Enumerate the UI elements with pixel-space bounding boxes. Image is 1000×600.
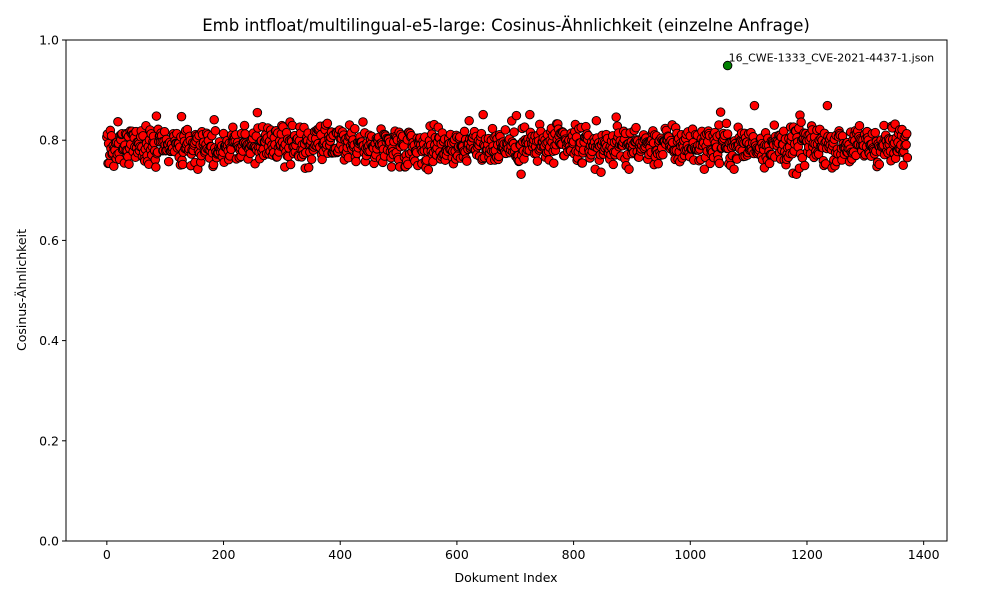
x-tick-label: 1400 (908, 547, 940, 562)
data-point (549, 158, 559, 168)
data-point (478, 109, 488, 120)
data-point (358, 117, 368, 127)
data-point (306, 154, 317, 164)
data-point (624, 164, 634, 175)
y-tick-label: 0.6 (39, 233, 59, 248)
data-point (721, 118, 732, 129)
data-point (516, 169, 526, 180)
data-point (464, 116, 474, 126)
x-tick-label: 600 (445, 547, 469, 562)
y-axis: 0.0 0.2 0.4 0.6 0.8 1.0 (39, 33, 66, 549)
data-point (611, 112, 621, 122)
data-point (176, 111, 187, 122)
y-tick-label: 1.0 (39, 33, 59, 48)
data-point (901, 128, 912, 139)
y-tick-label: 0.8 (39, 133, 59, 148)
data-point (525, 109, 535, 120)
data-point (532, 156, 543, 166)
x-tick-label: 800 (562, 547, 586, 562)
data-point (113, 117, 123, 127)
data-point (151, 111, 162, 121)
data-point (822, 100, 833, 111)
data-point (577, 158, 588, 168)
data-point (714, 158, 725, 169)
data-point (631, 122, 641, 133)
data-point (591, 115, 602, 126)
point-annotation: 16_CWE-1333_CVE-2021-4437-1.json (729, 52, 935, 65)
data-point (749, 100, 760, 111)
data-point (870, 127, 880, 138)
data-point (462, 156, 472, 166)
data-point (854, 120, 865, 131)
y-tick-label: 0.0 (39, 534, 59, 549)
y-axis-label: Cosinus-Ähnlichkeit (14, 229, 29, 351)
data-point (159, 126, 170, 137)
data-point (459, 126, 470, 137)
plot-area: 16_CWE-1333_CVE-2021-4437-1.json (102, 52, 935, 180)
data-point (874, 159, 885, 170)
data-point (209, 115, 219, 125)
data-point (729, 164, 739, 175)
data-point (350, 123, 360, 134)
data-point (163, 156, 174, 167)
data-point (799, 160, 810, 171)
data-point (500, 125, 511, 135)
x-tick-label: 1200 (791, 547, 823, 562)
x-axis-label: Dokument Index (454, 570, 557, 585)
data-point (715, 107, 726, 117)
data-point (898, 160, 908, 171)
data-point (653, 159, 663, 169)
data-point (722, 129, 733, 139)
data-point (901, 140, 911, 150)
data-point (902, 152, 913, 163)
y-tick-label: 0.4 (39, 333, 59, 348)
x-tick-label: 1000 (674, 547, 706, 562)
x-tick-label: 200 (212, 547, 236, 562)
data-point (151, 162, 161, 172)
data-point (796, 117, 806, 127)
data-point (109, 161, 119, 171)
data-point (285, 159, 296, 170)
data-point (124, 159, 134, 169)
data-point (699, 164, 710, 175)
data-point (303, 162, 314, 173)
data-point (177, 159, 188, 170)
x-axis: 0 200 400 600 800 1000 1200 1400 (103, 541, 940, 562)
data-point (769, 120, 780, 130)
data-point (287, 120, 298, 131)
data-point (608, 159, 619, 170)
data-point (210, 126, 221, 136)
x-tick-label: 0 (103, 547, 111, 562)
data-point (509, 127, 519, 137)
data-point (351, 156, 361, 167)
highlight-point (722, 60, 733, 71)
data-point (511, 110, 522, 121)
data-point (239, 120, 250, 131)
data-point (596, 167, 606, 178)
y-tick-label: 0.2 (39, 433, 59, 448)
data-point (423, 165, 434, 175)
data-point (386, 162, 397, 172)
data-point (519, 122, 530, 132)
chart-title: Emb intfloat/multilingual-e5-large: Cosi… (202, 16, 810, 35)
data-point (252, 107, 263, 118)
plot-frame (65, 39, 948, 542)
x-tick-label: 400 (328, 547, 352, 562)
data-point (714, 120, 724, 130)
data-point (658, 149, 668, 160)
data-point (322, 118, 333, 129)
